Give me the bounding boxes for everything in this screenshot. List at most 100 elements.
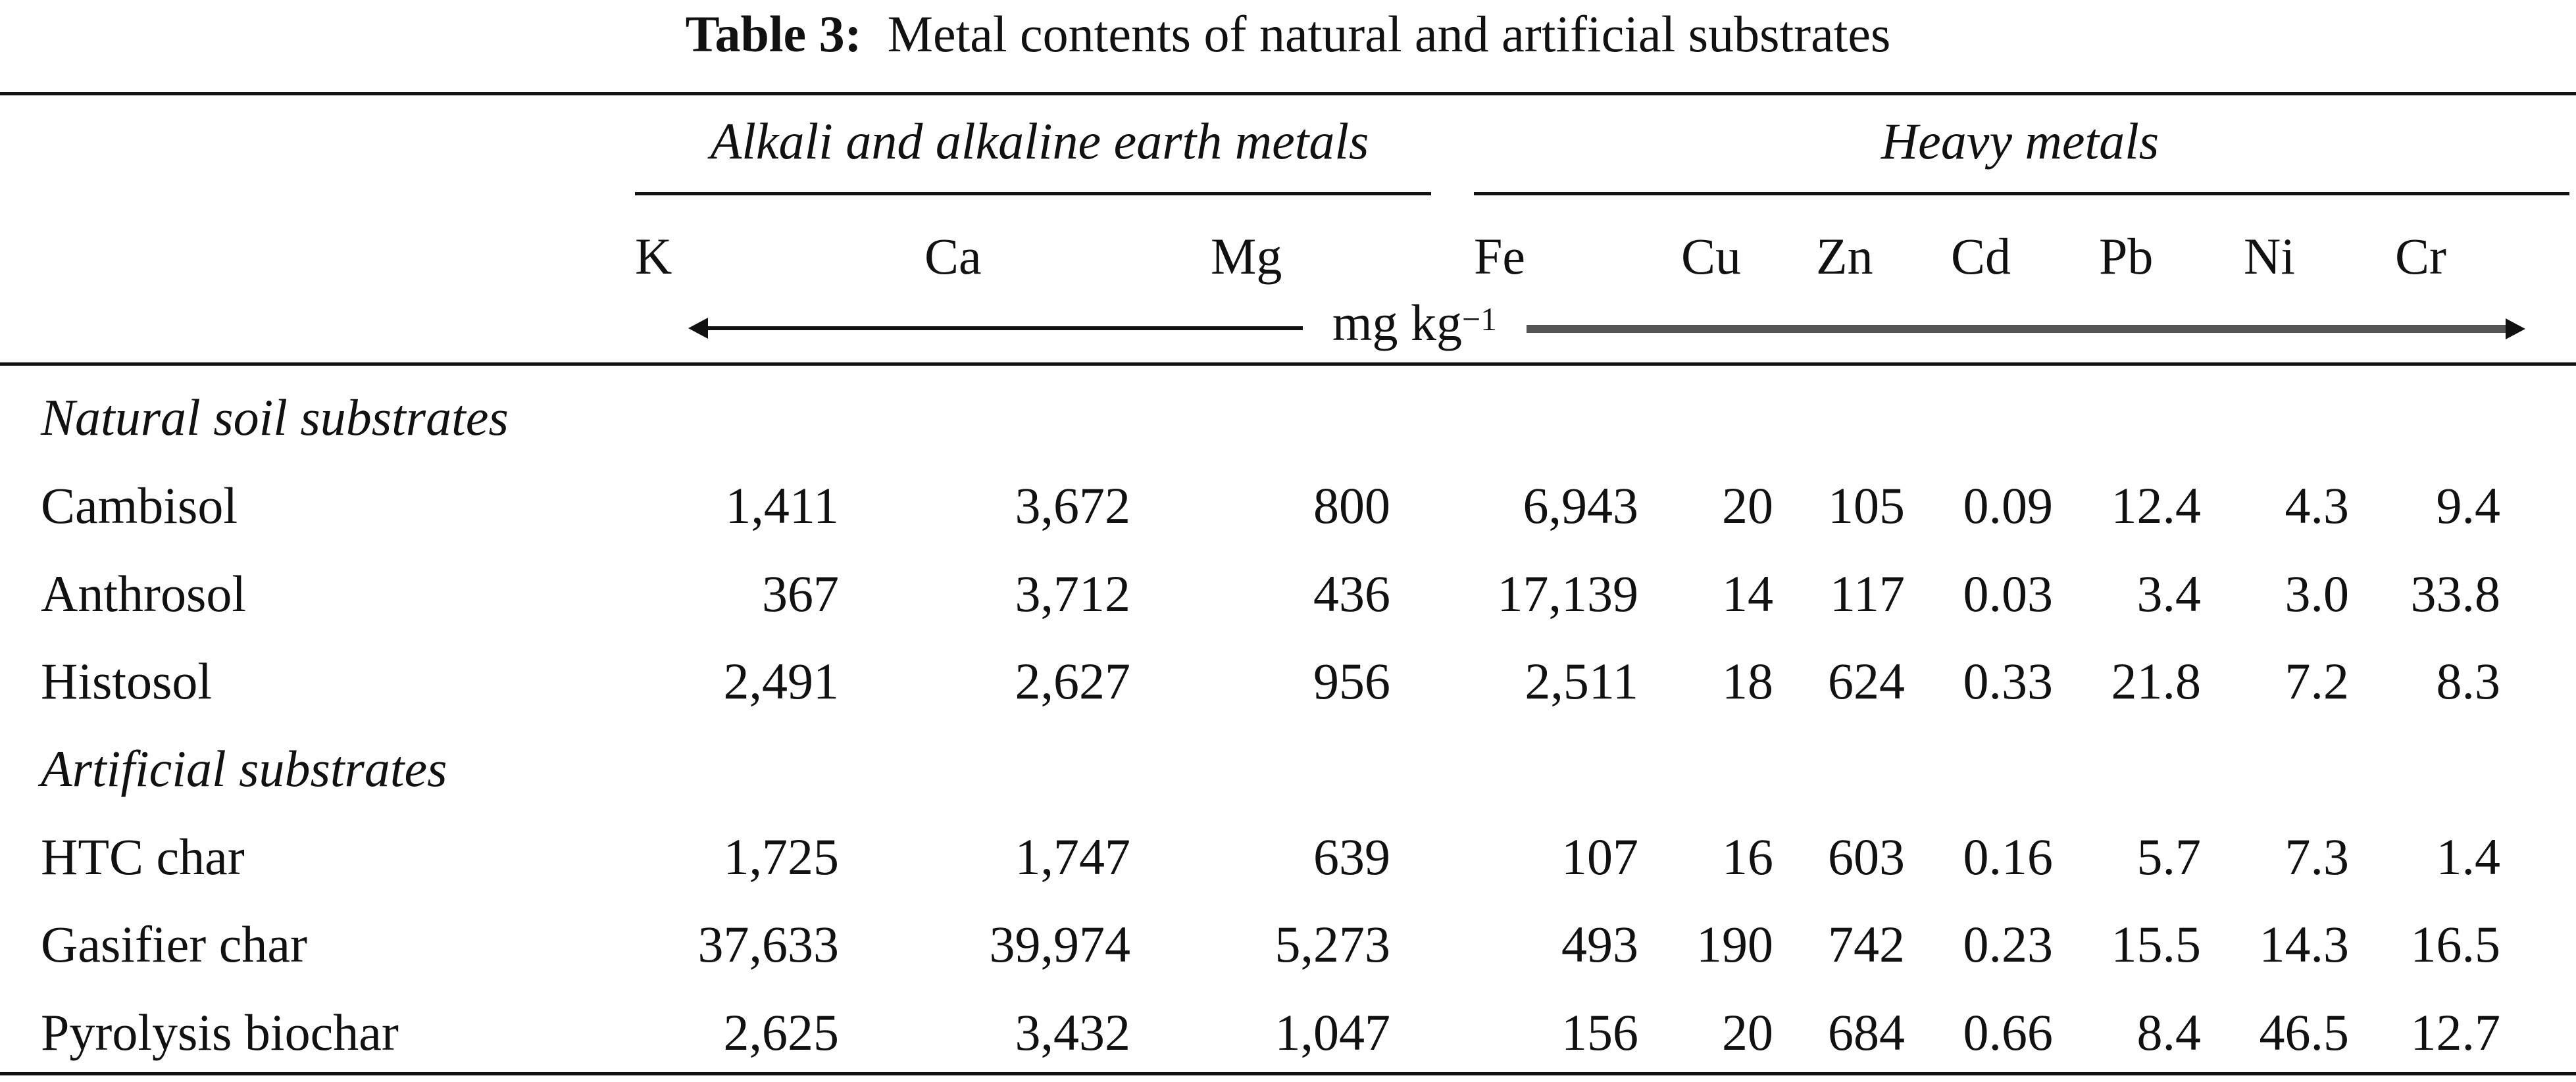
left-arrow-icon — [688, 318, 1303, 339]
table-cell-cd: 0.09 — [1963, 477, 2054, 534]
table-cell-cu: 190 — [1696, 916, 1773, 973]
table-cell-cd: 0.33 — [1963, 652, 2054, 710]
caption-text: Metal contents of natural and artificial… — [887, 5, 1891, 62]
column-header-ni: Ni — [2244, 228, 2295, 285]
table-cell-pb: 3.4 — [2136, 565, 2202, 622]
table-cell-ni: 14.3 — [2259, 916, 2350, 973]
table-row: Anthrosol 367 3,712 436 17,139 14 117 0.03 3.4 3.… — [0, 564, 2576, 643]
column-header-ca: Ca — [924, 228, 982, 285]
table-cell-zn: 603 — [1828, 828, 1905, 885]
table-cell-zn: 117 — [1829, 565, 1905, 622]
column-header-fe: Fe — [1474, 228, 1525, 285]
table-cell-mg: 436 — [1313, 565, 1390, 622]
column-header-cu: Cu — [1681, 228, 1742, 285]
table-cell-ca: 3,712 — [1015, 565, 1131, 622]
table-cell-ca: 39,974 — [989, 916, 1131, 973]
table-cell-cr: 8.3 — [2436, 652, 2501, 710]
row-label: Cambisol — [41, 477, 238, 534]
table-cell-cd: 0.16 — [1963, 828, 2054, 885]
table-cell-fe: 107 — [1561, 828, 1638, 885]
table-row: Cambisol 1,411 3,672 800 6,943 20 105 0.09 12.4 4… — [0, 476, 2576, 555]
table-cell-ni: 3.0 — [2285, 565, 2350, 622]
group-underline-alkali — [635, 192, 1431, 195]
unit-label: mg kg−1 — [1303, 293, 1527, 353]
table-cell-cu: 20 — [1722, 1004, 1773, 1061]
table-cell-cr: 9.4 — [2436, 477, 2501, 534]
unit-exponent: −1 — [1461, 301, 1498, 337]
table-cell-pb: 15.5 — [2111, 916, 2202, 973]
top-rule — [0, 92, 2576, 95]
section-title-artificial: Artificial substrates — [41, 740, 447, 797]
table-cell-cu: 16 — [1722, 828, 1773, 885]
table-cell-cd: 0.66 — [1963, 1004, 2054, 1061]
row-label: Histosol — [41, 652, 213, 710]
column-header-k: K — [635, 228, 672, 285]
table-cell-cr: 33.8 — [2410, 565, 2501, 622]
table-cell-mg: 1,047 — [1275, 1004, 1391, 1061]
table-cell-pb: 21.8 — [2111, 652, 2202, 710]
table-cell-ni: 4.3 — [2285, 477, 2350, 534]
bottom-rule — [0, 1072, 2576, 1075]
right-arrow-icon — [1527, 318, 2525, 339]
table-row: Histosol 2,491 2,627 956 2,511 18 624 0.33 21.8 7… — [0, 652, 2576, 731]
table-cell-cd: 0.23 — [1963, 916, 2054, 973]
table-cell-zn: 624 — [1828, 652, 1905, 710]
table-cell-cr: 16.5 — [2410, 916, 2501, 973]
table-cell-ca: 3,672 — [1015, 477, 1131, 534]
group-header-alkali: Alkali and alkaline earth metals — [710, 112, 1369, 170]
table-cell-fe: 17,139 — [1497, 565, 1639, 622]
caption-label: Table 3: — [685, 5, 862, 62]
table-cell-ni: 46.5 — [2259, 1004, 2350, 1061]
table-cell-ca: 3,432 — [1015, 1004, 1131, 1061]
table-cell-fe: 6,943 — [1523, 477, 1639, 534]
table-cell-mg: 639 — [1313, 828, 1390, 885]
table-cell-k: 37,633 — [697, 916, 840, 973]
table-cell-cd: 0.03 — [1963, 565, 2054, 622]
table-cell-mg: 5,273 — [1275, 916, 1391, 973]
table-row: Pyrolysis biochar 2,625 3,432 1,047 156 20 684… — [0, 1003, 2576, 1082]
column-header-pb: Pb — [2099, 228, 2154, 285]
unit-indicator: mg kg−1 — [684, 293, 2525, 363]
table-row: Gasifier char 37,633 39,974 5,273 493 190 742 0… — [0, 915, 2576, 994]
column-header-mg: Mg — [1211, 228, 1282, 285]
group-header-heavy: Heavy metals — [1881, 112, 2159, 170]
table-cell-fe: 2,511 — [1525, 652, 1638, 710]
row-label: Anthrosol — [41, 565, 246, 622]
table-cell-k: 367 — [762, 565, 839, 622]
table-cell-fe: 156 — [1561, 1004, 1638, 1061]
table-cell-mg: 800 — [1313, 477, 1390, 534]
column-header-cr: Cr — [2395, 228, 2446, 285]
table-cell-ca: 1,747 — [1015, 828, 1131, 885]
row-label: Gasifier char — [41, 916, 307, 973]
row-label: Pyrolysis biochar — [41, 1004, 399, 1061]
group-underline-heavy — [1474, 192, 2569, 195]
table-cell-fe: 493 — [1561, 916, 1638, 973]
table-cell-pb: 5.7 — [2136, 828, 2202, 885]
table-cell-cu: 20 — [1722, 477, 1773, 534]
column-header-cd: Cd — [1951, 228, 2011, 285]
table-cell-cu: 18 — [1722, 652, 1773, 710]
table-cell-cu: 14 — [1722, 565, 1773, 622]
table-cell-ni: 7.3 — [2285, 828, 2350, 885]
table-cell-k: 1,725 — [723, 828, 840, 885]
table-cell-cr: 12.7 — [2410, 1004, 2501, 1061]
table-cell-k: 2,625 — [723, 1004, 840, 1061]
header-rule — [0, 362, 2576, 366]
table-cell-zn: 684 — [1828, 1004, 1905, 1061]
row-label: HTC char — [41, 828, 245, 885]
table-cell-pb: 12.4 — [2111, 477, 2202, 534]
table-cell-zn: 742 — [1828, 916, 1905, 973]
table-caption: Table 3: Metal contents of natural and a… — [0, 3, 2576, 66]
table-cell-k: 1,411 — [725, 477, 839, 534]
table-cell-zn: 105 — [1828, 477, 1905, 534]
column-header-zn: Zn — [1816, 228, 1873, 285]
unit-base: mg kg — [1332, 294, 1462, 351]
table-row: HTC char 1,725 1,747 639 107 16 603 0.16 5.7 7.3 1… — [0, 827, 2576, 906]
section-title-natural: Natural soil substrates — [41, 389, 509, 446]
table-cell-mg: 956 — [1313, 652, 1390, 710]
table-cell-cr: 1.4 — [2436, 828, 2501, 885]
table-cell-ca: 2,627 — [1015, 652, 1131, 710]
table-cell-k: 2,491 — [723, 652, 840, 710]
table-cell-ni: 7.2 — [2285, 652, 2350, 710]
